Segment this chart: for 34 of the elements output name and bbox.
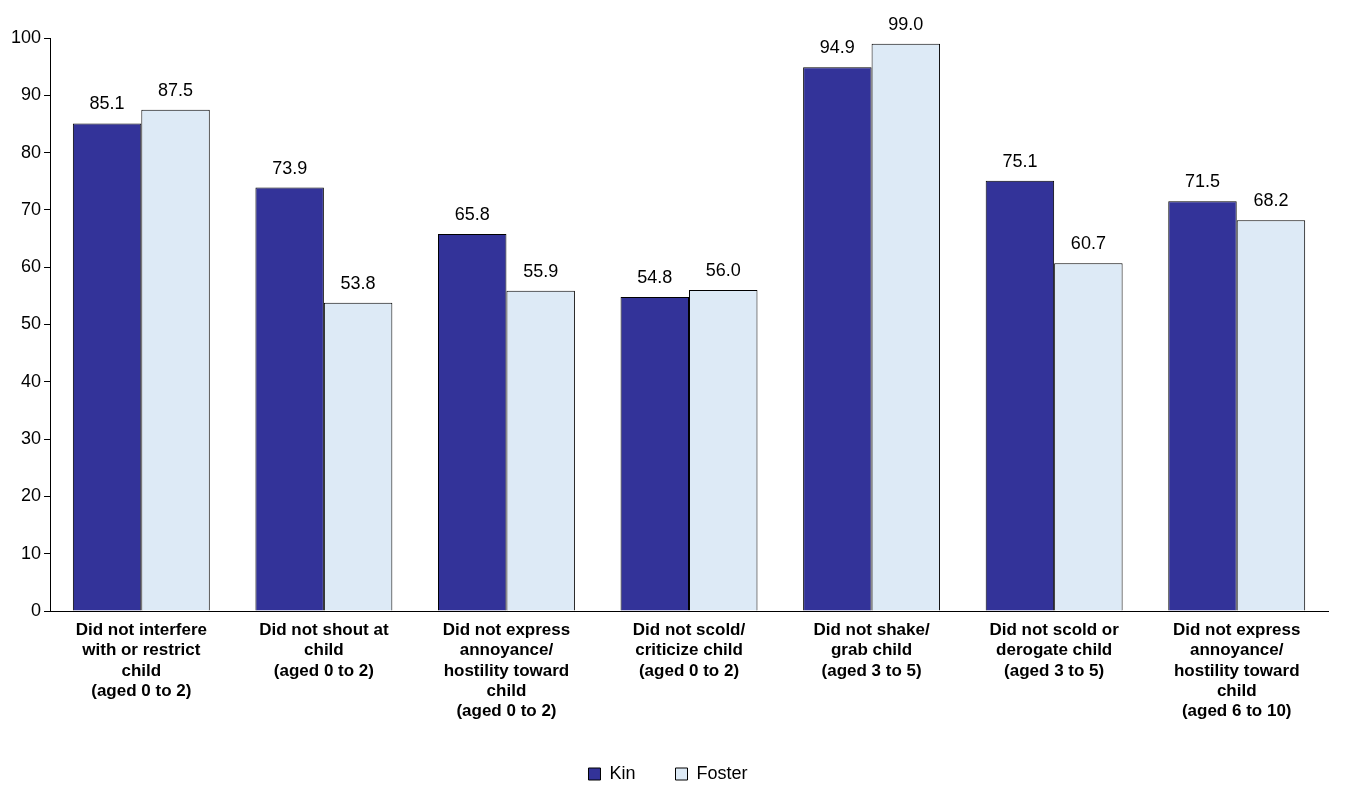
legend-label: Kin (609, 762, 636, 783)
x-tick-label: Did not express annoyance/ hostility toward child (aged 6 to 10) (1172, 619, 1301, 721)
data-label: 56.0 (705, 260, 741, 281)
y-tick-label: 100 (10, 26, 42, 47)
data-label: 68.2 (1253, 190, 1289, 211)
x-tick-label: Did not shout at child (aged 0 to 2) (259, 619, 389, 680)
y-tick-label: 80 (21, 141, 42, 162)
data-label: 73.9 (272, 157, 308, 178)
data-label: 60.7 (1070, 233, 1106, 254)
x-tick-label: Did not shake/ grab child (aged 3 to 5) (813, 619, 930, 680)
data-label: 71.5 (1184, 171, 1221, 192)
data-label: 94.9 (819, 37, 855, 58)
data-label: 53.8 (340, 272, 376, 293)
y-tick-label: 60 (21, 256, 42, 277)
y-tick-label: 70 (21, 198, 42, 219)
data-label: 75.1 (1002, 150, 1038, 171)
x-tick-label: Did not interfere with or restrict child (aged 0 to 2) (75, 619, 207, 701)
y-tick-label: 30 (21, 428, 42, 449)
data-label: 65.8 (454, 203, 490, 224)
x-tick-label: Did not scold/ criticize child (aged 0 to 2) (632, 619, 746, 680)
y-tick-label: 40 (21, 370, 42, 391)
y-tick-label: 20 (21, 485, 42, 506)
y-tick-label: 10 (21, 542, 42, 563)
y-tick-label: 0 (31, 599, 42, 620)
legend-label: Foster (696, 762, 748, 783)
x-tick-label: Did not scold or derogate child (aged 3 to 5) (989, 619, 1120, 680)
data-label: 54.8 (637, 266, 673, 287)
x-tick-label: Did not express annoyance/ hostility toward child (aged 0 to 2) (442, 619, 571, 721)
data-label: 85.1 (89, 93, 125, 114)
y-tick-label: 50 (21, 313, 42, 334)
data-label: 55.9 (523, 260, 559, 281)
data-label: 87.5 (158, 79, 194, 100)
y-tick-label: 90 (21, 84, 42, 105)
data-label: 99.0 (888, 13, 924, 34)
